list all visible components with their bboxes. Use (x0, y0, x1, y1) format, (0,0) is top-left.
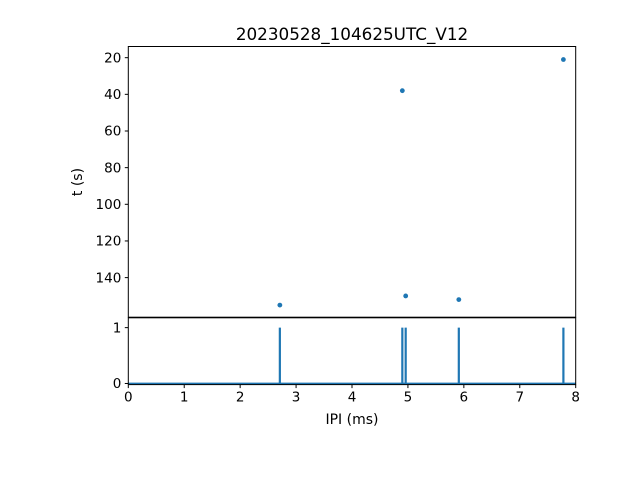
x-tick-label: 2 (236, 389, 245, 405)
y-tick-label: 40 (104, 87, 121, 103)
x-tick-label: 0 (124, 389, 133, 405)
y-tick-label: 20 (104, 50, 121, 66)
scatter-point (560, 57, 566, 62)
x-tick-label: 3 (292, 389, 301, 405)
scatter-point (403, 293, 409, 299)
x-tick-label: 7 (515, 389, 524, 405)
y-axis-label: t (s) (70, 168, 86, 196)
y-tick-label: 60 (104, 124, 121, 140)
y-tick-label: 120 (96, 234, 122, 250)
x-tick-label: 1 (180, 389, 189, 405)
x-tick-label: 5 (404, 389, 413, 405)
y-tick-label: 80 (104, 160, 121, 176)
chart-title: 20230528_104625UTC_V12 (236, 24, 468, 45)
scatter-subplot: 20 40 60 80 100 120 140 (96, 46, 577, 318)
spike-axes-frame (127, 317, 577, 386)
x-axis-label: IPI (ms) (325, 412, 378, 428)
x-tick-label: 8 (571, 389, 580, 405)
x-tick-label: 6 (460, 389, 469, 405)
y-tick-label: 0 (113, 376, 122, 392)
spike-subplot: 0 1 0 1 2 3 4 5 6 7 8 (113, 317, 580, 405)
y-tick-label: 100 (96, 197, 122, 213)
x-tick-label: 4 (348, 389, 357, 405)
y-tick-label: 140 (96, 270, 122, 286)
scatter-axes-frame (127, 46, 577, 318)
scatter-point (277, 302, 283, 308)
scatter-point (399, 88, 405, 94)
y-tick-label: 1 (113, 320, 122, 336)
scatter-point (456, 297, 462, 303)
